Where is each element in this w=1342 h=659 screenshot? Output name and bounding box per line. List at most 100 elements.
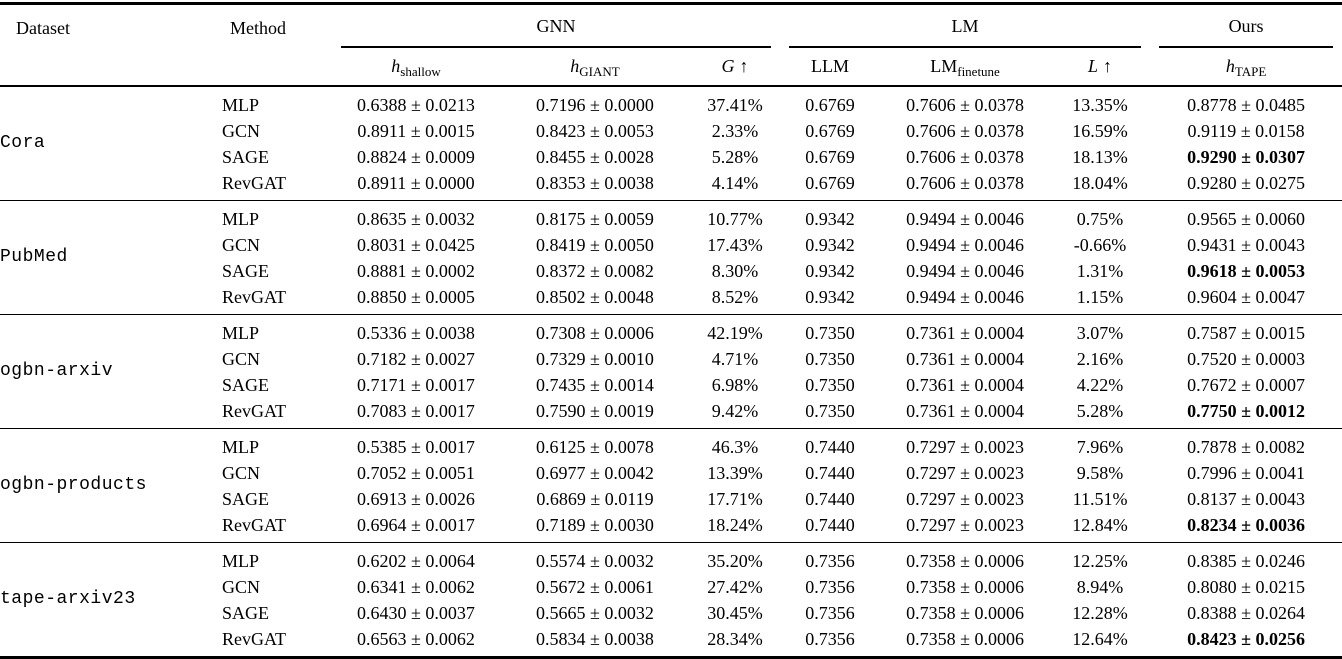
value-cell: 0.8824 ± 0.0009 (357, 146, 475, 167)
value-cell: 0.7590 ± 0.0019 (536, 400, 654, 421)
value-cell: 0.7606 ± 0.0378 (906, 120, 1024, 141)
value-cell: 0.5672 ± 0.0061 (536, 576, 654, 597)
method-label: GCN (222, 120, 261, 141)
col-header-dataset: Dataset (16, 18, 70, 38)
value-cell: 0.6964 ± 0.0017 (357, 514, 475, 535)
dataset-label: ogbn-arxiv (0, 361, 114, 381)
dataset-label: PubMed (0, 247, 68, 267)
method-label: RevGAT (222, 172, 286, 193)
value-cell: 0.7606 ± 0.0378 (906, 94, 1024, 115)
value-cell: 0.9494 ± 0.0046 (906, 234, 1024, 255)
col-header-llm: LLM (780, 48, 880, 86)
col-header-method: Method (230, 18, 286, 38)
value-cell: 13.35% (1072, 94, 1128, 115)
math-symbol: h (570, 55, 580, 76)
value-cell-best: 0.8423 ± 0.0256 (1187, 628, 1305, 649)
value-cell: 0.7435 ± 0.0014 (536, 374, 654, 395)
value-cell: 0.8850 ± 0.0005 (357, 286, 475, 307)
method-label: SAGE (222, 146, 270, 167)
value-cell: 0.7440 (805, 462, 855, 483)
value-cell: 0.7329 ± 0.0010 (536, 348, 654, 369)
value-cell: 1.31% (1076, 260, 1124, 281)
table-row: Cora MLP 0.6388 ± 0.0213 0.7196 ± 0.0000… (0, 86, 1342, 154)
value-cell: 12.28% (1072, 602, 1128, 623)
value-cell: 0.75% (1076, 208, 1124, 229)
value-cell: 0.8031 ± 0.0425 (357, 234, 475, 255)
value-cell: 0.7358 ± 0.0006 (906, 576, 1024, 597)
value-cell: 0.7083 ± 0.0017 (357, 400, 475, 421)
value-cell: 10.77% (707, 208, 763, 229)
method-label: SAGE (222, 260, 270, 281)
value-cell-best: 0.8234 ± 0.0036 (1187, 514, 1305, 535)
value-cell: 0.9342 (805, 234, 855, 255)
value-cell: 0.8372 ± 0.0082 (536, 260, 654, 281)
value-cell: 0.7520 ± 0.0003 (1187, 348, 1305, 369)
group-header-gnn: GNN (332, 4, 780, 48)
math-symbol: L (1088, 55, 1099, 76)
dataset-block-pubmed: PubMed MLP 0.8635 ± 0.0032 0.8175 ± 0.00… (0, 200, 1342, 314)
value-cell: 13.39% (707, 462, 763, 483)
value-cell: 0.7350 (805, 374, 855, 395)
method-label: MLP (222, 208, 260, 229)
method-label: MLP (222, 550, 260, 571)
value-cell: 0.6769 (805, 120, 855, 141)
value-cell: 0.7356 (805, 602, 855, 623)
table-row: RevGAT 0.7083 ± 0.0017 0.7590 ± 0.0019 9… (0, 398, 1342, 429)
value-cell: 0.6869 ± 0.0119 (536, 488, 654, 509)
column-label: LLM (811, 55, 850, 76)
value-cell: 0.6977 ± 0.0042 (536, 462, 654, 483)
dataset-block-tape-arxiv23: tape-arxiv23 MLP 0.6202 ± 0.0064 0.5574 … (0, 542, 1342, 657)
value-cell: 0.6913 ± 0.0026 (357, 488, 475, 509)
value-cell: 0.8388 ± 0.0264 (1187, 602, 1305, 623)
value-cell-best: 0.9290 ± 0.0307 (1187, 146, 1305, 167)
table-row: RevGAT 0.6563 ± 0.0062 0.5834 ± 0.0038 2… (0, 626, 1342, 658)
value-cell: 0.6563 ± 0.0062 (357, 628, 475, 649)
value-cell: 28.34% (707, 628, 763, 649)
value-cell: 0.7358 ± 0.0006 (906, 602, 1024, 623)
value-cell: 0.7356 (805, 550, 855, 571)
value-cell: 0.7361 ± 0.0004 (906, 322, 1024, 343)
value-cell: 42.19% (707, 322, 763, 343)
value-cell: 37.41% (707, 94, 763, 115)
value-cell: 8.52% (711, 286, 759, 307)
value-cell: 0.9342 (805, 286, 855, 307)
value-cell: 16.59% (1072, 120, 1128, 141)
table-row: tape-arxiv23 MLP 0.6202 ± 0.0064 0.5574 … (0, 542, 1342, 610)
value-cell: 0.8137 ± 0.0043 (1187, 488, 1305, 509)
value-cell: 0.6769 (805, 94, 855, 115)
table-row: SAGE 0.8824 ± 0.0009 0.8455 ± 0.0028 5.2… (0, 144, 1342, 170)
value-cell: 0.9431 ± 0.0043 (1187, 234, 1305, 255)
value-cell: 11.51% (1072, 488, 1128, 509)
value-cell: 0.8455 ± 0.0028 (536, 146, 654, 167)
value-cell: 0.8502 ± 0.0048 (536, 286, 654, 307)
value-cell: 18.13% (1072, 146, 1128, 167)
col-header-h-shallow: hshallow (332, 48, 500, 86)
group-header-lm: LM (780, 4, 1150, 48)
value-cell: 0.7350 (805, 400, 855, 421)
dataset-block-cora: Cora MLP 0.6388 ± 0.0213 0.7196 ± 0.0000… (0, 85, 1342, 201)
value-cell: 4.22% (1076, 374, 1124, 395)
value-cell: 0.5574 ± 0.0032 (536, 550, 654, 571)
math-symbol: G (721, 55, 735, 76)
method-label: RevGAT (222, 400, 286, 421)
value-cell: 0.9342 (805, 260, 855, 281)
value-cell: 30.45% (707, 602, 763, 623)
value-cell: 0.9604 ± 0.0047 (1187, 286, 1305, 307)
value-cell-best: 0.9618 ± 0.0053 (1187, 260, 1305, 281)
value-cell: 0.7361 ± 0.0004 (906, 400, 1024, 421)
value-cell: 1.15% (1076, 286, 1124, 307)
value-cell: 0.6388 ± 0.0213 (357, 94, 475, 115)
value-cell: 0.7358 ± 0.0006 (906, 628, 1024, 649)
value-cell: 0.8881 ± 0.0002 (357, 260, 475, 281)
table-row: GCN 0.8031 ± 0.0425 0.8419 ± 0.0050 17.4… (0, 232, 1342, 258)
value-cell: 0.7052 ± 0.0051 (357, 462, 475, 483)
col-header-h-tape: hTAPE (1150, 48, 1342, 86)
value-cell: 5.28% (1076, 400, 1124, 421)
method-label: RevGAT (222, 514, 286, 535)
value-cell: 9.42% (711, 400, 759, 421)
value-cell: 0.9494 ± 0.0046 (906, 260, 1024, 281)
table-row: GCN 0.8911 ± 0.0015 0.8423 ± 0.0053 2.33… (0, 118, 1342, 144)
value-cell: 0.8353 ± 0.0038 (536, 172, 654, 193)
subscript-label: shallow (400, 63, 441, 79)
header-row-subcolumns: hshallow hGIANT G ↑ LLM LMfinetune L ↑ hTA… (0, 48, 1342, 86)
